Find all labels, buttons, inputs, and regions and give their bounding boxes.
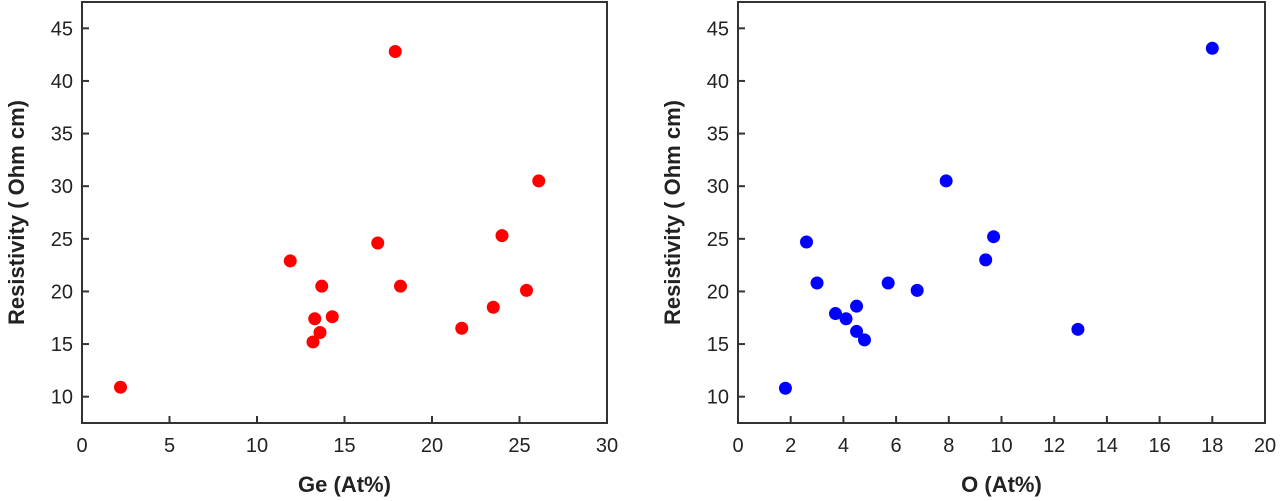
data-point [325, 310, 339, 324]
x-tick-label: 2 [785, 435, 796, 457]
data-point [857, 333, 871, 347]
x-tick-label: 14 [1096, 435, 1118, 457]
data-point [495, 229, 509, 243]
chart-panel-1: 0 5 10 15 20 25 30 10 15 20 25 30 35 40 45 Ge (At%) Resi… [4, 1, 618, 497]
data-point [910, 283, 924, 297]
x-tick-label: 5 [164, 435, 175, 457]
data-point [800, 235, 814, 249]
plot-frame [737, 1, 1266, 424]
x-tick-label: 6 [891, 435, 902, 457]
data-point [987, 230, 1001, 244]
data-point [1071, 322, 1085, 336]
y-tick-label: 45 [707, 18, 729, 40]
data-point [315, 279, 329, 293]
x-tick-label: 30 [596, 435, 618, 457]
x-tick-label: 25 [508, 435, 530, 457]
x-axis-title: O (At%) [961, 472, 1042, 497]
x-tick-label: 10 [246, 435, 268, 457]
data-point [839, 312, 853, 326]
y-axis-title: Resistivity ( Ohm cm) [660, 100, 685, 325]
y-tick-label: 10 [51, 387, 73, 409]
y-tick-label: 30 [707, 176, 729, 198]
plot-frame [81, 1, 608, 424]
x-tick-label: 0 [76, 435, 87, 457]
data-point [455, 321, 469, 335]
data-point [306, 335, 320, 349]
data-point [283, 254, 297, 268]
data-point [371, 236, 385, 250]
x-tick-label: 10 [990, 435, 1012, 457]
x-tick-label: 16 [1148, 435, 1170, 457]
y-tick-label: 30 [51, 176, 73, 198]
y-tick-label: 35 [51, 124, 73, 146]
x-tick-label: 0 [732, 435, 743, 457]
data-point [810, 276, 824, 290]
y-tick-label: 20 [51, 281, 73, 303]
y-axis-title: Resistivity ( Ohm cm) [4, 100, 29, 325]
x-tick-label: 20 [421, 435, 443, 457]
data-point [939, 174, 953, 188]
data-point [532, 174, 546, 188]
x-tick-label: 12 [1043, 435, 1065, 457]
data-point [828, 307, 842, 321]
data-point [778, 381, 792, 395]
y-tick-label: 40 [707, 71, 729, 93]
chart-panel-2: 0 2 4 6 8 10 12 14 16 18 20 10 15 20 25 30 35 40 45 O (At%)… [660, 1, 1276, 497]
y-tick-label: 10 [707, 387, 729, 409]
y-tick-label: 25 [707, 229, 729, 251]
y-tick-label: 15 [707, 334, 729, 356]
x-tick-label: 20 [1254, 435, 1276, 457]
data-point [850, 324, 864, 338]
data-point [114, 380, 127, 394]
y-tick-label: 15 [51, 334, 73, 356]
x-tick-label: 8 [943, 435, 954, 457]
y-tick-label: 20 [707, 281, 729, 303]
x-tick-label: 15 [333, 435, 355, 457]
data-point [313, 325, 327, 339]
y-tick-label: 40 [51, 71, 73, 93]
data-point [850, 299, 864, 313]
data-point [308, 312, 322, 326]
x-tick-label: 4 [838, 435, 849, 457]
y-tick-label: 25 [51, 229, 73, 251]
data-point [979, 253, 993, 267]
data-point [394, 279, 407, 293]
y-tick-label: 45 [51, 18, 73, 40]
data-point [881, 276, 895, 290]
x-tick-label: 18 [1201, 435, 1223, 457]
y-tick-label: 35 [707, 124, 729, 146]
data-point [486, 300, 500, 314]
x-axis-title: Ge (At%) [298, 472, 391, 497]
data-point [388, 44, 402, 58]
data-point [520, 283, 533, 297]
data-point [1205, 41, 1219, 55]
